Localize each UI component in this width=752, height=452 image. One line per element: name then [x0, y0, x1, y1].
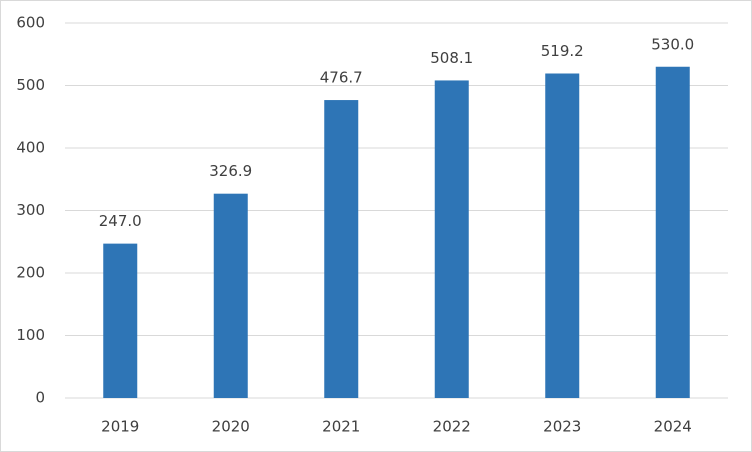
x-tick-label: 2024: [654, 418, 692, 436]
bar: [655, 66, 690, 398]
x-tick-label: 2023: [543, 418, 581, 436]
value-label: 476.7: [320, 69, 363, 87]
y-tick-label: 400: [16, 139, 45, 157]
x-tick-label: 2022: [433, 418, 471, 436]
value-label: 508.1: [430, 49, 473, 67]
y-tick-label: 600: [16, 14, 45, 32]
x-tick-label: 2020: [212, 418, 250, 436]
bar: [434, 80, 469, 398]
value-label: 326.9: [209, 162, 252, 180]
y-tick-label: 100: [16, 326, 45, 344]
bar: [545, 73, 580, 398]
y-tick-label: 200: [16, 264, 45, 282]
value-label: 519.2: [541, 42, 584, 60]
bar: [324, 100, 359, 398]
y-tick-label: 500: [16, 76, 45, 94]
x-tick-label: 2021: [322, 418, 360, 436]
bar: [103, 243, 138, 398]
y-tick-label: 0: [35, 389, 45, 407]
bar: [213, 193, 248, 398]
y-tick-label: 300: [16, 201, 45, 219]
x-tick-label: 2019: [101, 418, 139, 436]
value-label: 247.0: [99, 212, 142, 230]
value-label: 530.0: [651, 35, 694, 53]
